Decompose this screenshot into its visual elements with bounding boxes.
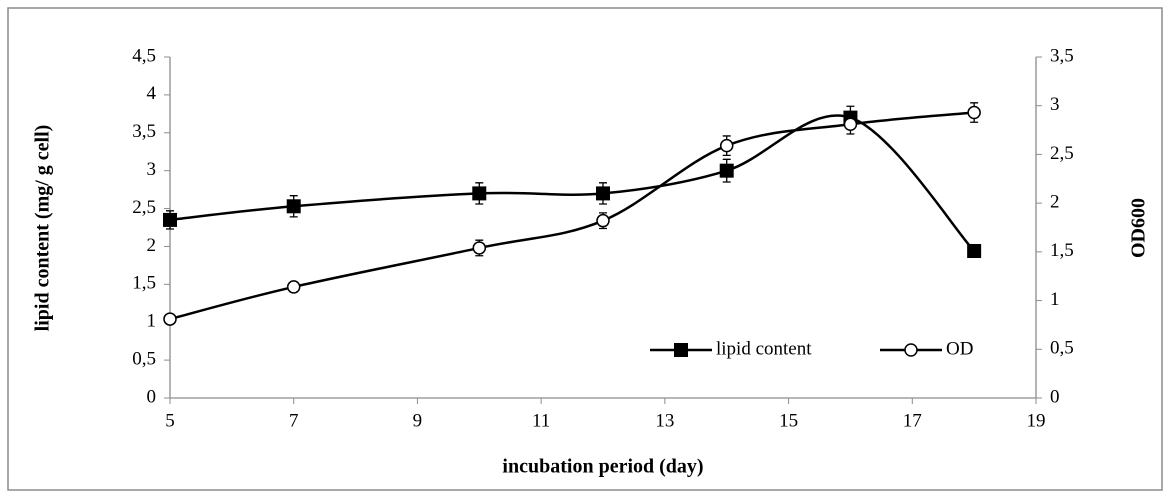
y-tick-label: 3,5 (132, 121, 156, 142)
data-point (286, 280, 301, 294)
y-tick-label: 4 (147, 83, 157, 104)
y2-tick-label: 1,5 (1050, 240, 1074, 261)
x-tick-label: 17 (903, 410, 922, 431)
y2-tick-label: 0,5 (1050, 338, 1074, 359)
x-tick-label: 11 (532, 410, 550, 431)
y2-tick-label: 2,5 (1050, 143, 1074, 164)
legend-label: lipid content (716, 338, 812, 359)
data-point (163, 212, 177, 227)
data-point (843, 117, 858, 131)
legend-marker (904, 343, 918, 357)
y2-tick-label: 3,5 (1050, 45, 1074, 66)
legend-marker (674, 343, 688, 357)
x-tick-label: 13 (655, 410, 674, 431)
legend-label: OD (946, 338, 973, 359)
x-tick-label: 5 (165, 410, 175, 431)
data-point (163, 312, 177, 326)
data-point (719, 163, 734, 178)
y2-tick-label: 2 (1050, 192, 1060, 213)
y2-axis-title: OD600 (1128, 198, 1150, 258)
y-tick-label: 1,5 (132, 273, 156, 294)
data-point (719, 138, 734, 153)
data-point (967, 105, 981, 120)
x-tick-label: 7 (289, 410, 299, 431)
x-axis-title: incubation period (day) (502, 456, 703, 478)
y2-tick-label: 3 (1050, 94, 1060, 115)
y2-tick-label: 1 (1050, 289, 1060, 310)
data-point (596, 186, 610, 201)
y-axis-title: lipid content (mg/ g cell) (32, 125, 54, 332)
y2-tick-label: 0 (1050, 386, 1060, 407)
data-point (286, 199, 301, 214)
data-point (596, 213, 610, 228)
data-point (472, 241, 487, 255)
data-point (967, 243, 982, 258)
data-point (472, 186, 487, 201)
y-tick-label: 3 (147, 159, 157, 180)
y-tick-label: 0,5 (132, 348, 156, 369)
y-tick-label: 1 (147, 311, 157, 332)
x-tick-label: 19 (1027, 410, 1046, 431)
y-tick-label: 0 (147, 386, 157, 407)
chart-border (7, 7, 1163, 491)
y-tick-label: 2 (147, 235, 157, 256)
x-tick-label: 15 (779, 410, 798, 431)
y-tick-label: 4,5 (132, 45, 156, 66)
x-tick-label: 9 (413, 410, 423, 431)
y-tick-label: 2,5 (132, 197, 156, 218)
